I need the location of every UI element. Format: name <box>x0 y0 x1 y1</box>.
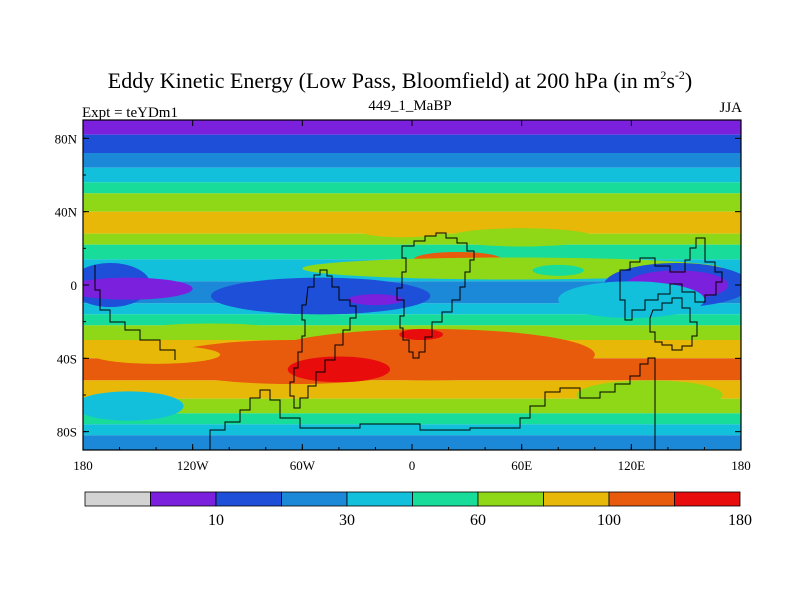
eke-feature <box>156 340 431 384</box>
eke-band <box>83 167 741 183</box>
eke-feature <box>137 323 285 339</box>
eke-band <box>83 424 741 436</box>
eke-band <box>83 413 741 425</box>
colorbar-box <box>477 491 544 507</box>
colorbar-box <box>84 491 151 507</box>
coastlines <box>94 232 723 450</box>
eke-band <box>83 244 741 260</box>
colorbar-label: 10 <box>208 512 224 529</box>
eke-feature <box>558 281 705 318</box>
eke-band <box>83 193 741 212</box>
y-tick-label: 40N <box>55 205 78 220</box>
colorbar-box <box>543 491 610 507</box>
eke-feature <box>83 277 193 300</box>
eke-band <box>83 314 741 326</box>
x-tick-label: 120E <box>618 458 646 473</box>
colorbar-label: 180 <box>728 512 752 529</box>
x-tick-label: 60E <box>511 458 532 473</box>
eke-band <box>83 435 741 450</box>
eke-band <box>83 211 741 234</box>
eke-band <box>83 303 741 315</box>
colorbar-box <box>346 491 413 507</box>
y-tick-label: 40S <box>57 351 77 366</box>
colorbar: 10 30 60 100 180 <box>84 491 752 529</box>
eke-field <box>83 120 741 450</box>
eke-feature <box>92 345 221 364</box>
colorbar-box <box>674 491 741 507</box>
eke-feature <box>532 264 584 276</box>
colorbar-label: 30 <box>339 512 355 529</box>
eke-band <box>83 134 741 153</box>
eke-band <box>83 380 741 399</box>
eke-feature <box>357 222 449 238</box>
colorbar-box <box>281 491 348 507</box>
x-tick-label: 0 <box>409 458 416 473</box>
chart-subtitle: 449_1_MaBP <box>368 98 452 114</box>
x-tick-label: 180 <box>73 458 93 473</box>
colorbar-box <box>412 491 479 507</box>
eke-feature <box>348 294 403 306</box>
eke-band <box>83 182 741 194</box>
coastline-asia <box>619 237 723 321</box>
chart-title: Eddy Kinetic Energy (Low Pass, Bloomfiel… <box>107 68 693 93</box>
coastline-south-america <box>289 269 357 409</box>
y-axis: 80N 40N 0 40S 80S <box>55 131 741 440</box>
eke-feature <box>576 380 723 410</box>
x-tick-label: 60W <box>290 458 316 473</box>
y-tick-label: 80N <box>55 131 78 146</box>
eke-feature <box>448 228 595 247</box>
coastline-africa <box>396 232 475 359</box>
coastline-australia <box>649 297 698 351</box>
x-tick-label: 180 <box>731 458 751 473</box>
y-tick-label: 80S <box>57 425 77 440</box>
colorbar-label: 100 <box>597 512 621 529</box>
eke-feature <box>287 356 391 383</box>
eke-band <box>83 233 741 245</box>
season-label: JJA <box>719 100 742 116</box>
experiment-label: Expt = teYDm1 <box>82 105 178 121</box>
colorbar-box <box>608 491 675 507</box>
eke-feature <box>399 329 444 340</box>
eke-feature <box>83 391 184 421</box>
x-axis: 180 120W 60W 0 60E 120E 180 <box>73 120 751 473</box>
eke-band <box>83 153 741 168</box>
x-tick-label: 120W <box>177 458 210 473</box>
coastline-west-coast <box>94 265 176 360</box>
coastline-antarctica <box>209 357 656 450</box>
colorbar-box <box>150 491 217 507</box>
eke-band <box>83 120 741 135</box>
colorbar-box <box>215 491 282 507</box>
colorbar-label: 60 <box>470 512 486 529</box>
y-tick-label: 0 <box>71 278 78 293</box>
